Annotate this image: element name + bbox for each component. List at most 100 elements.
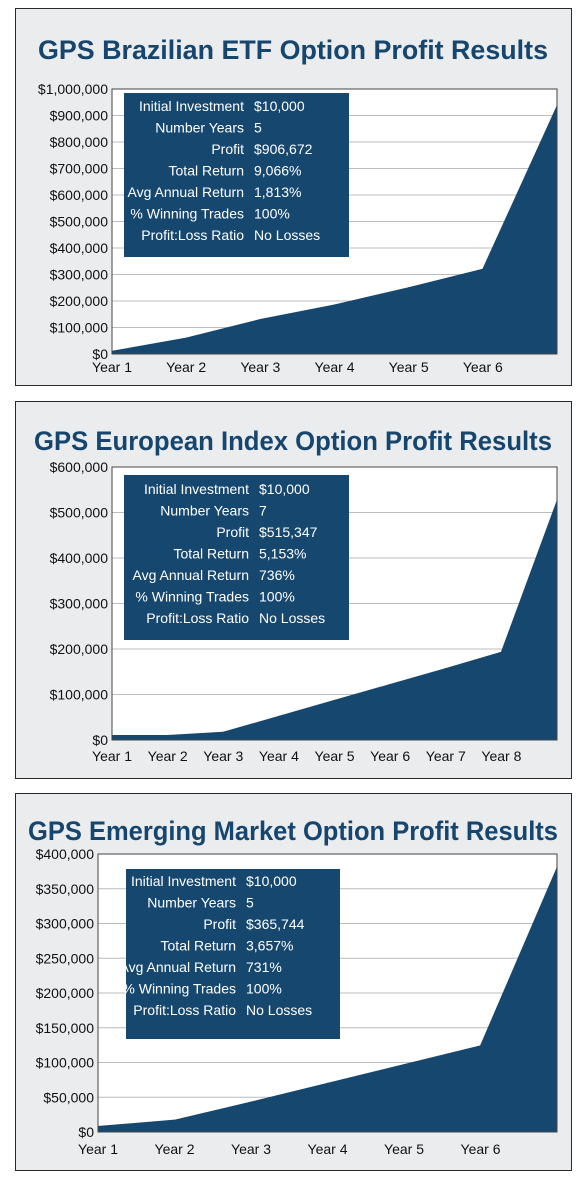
stat-value: 5,153% <box>259 546 306 562</box>
data-point <box>408 287 410 289</box>
x-tick-label: Year 5 <box>384 1141 424 1157</box>
stat-value: No Losses <box>259 610 325 626</box>
x-tick-label: Year 2 <box>166 359 206 375</box>
y-tick-label: $100,000 <box>50 320 109 336</box>
chart-european-index: GPS European Index Option Profit Results… <box>34 426 558 764</box>
x-tick-label: Year 8 <box>481 748 521 764</box>
stat-value: No Losses <box>254 227 320 243</box>
y-tick-label: $150,000 <box>36 1020 95 1036</box>
stat-label: Number Years <box>155 120 244 136</box>
chart-title: GPS Brazilian ETF Option Profit Results <box>38 35 548 65</box>
chart-panel-european-index: GPS European Index Option Profit Results… <box>15 401 572 779</box>
y-tick-label: $100,000 <box>50 687 109 703</box>
data-point <box>403 1063 405 1066</box>
y-tick-label: $50,000 <box>43 1089 94 1105</box>
y-tick-label: $250,000 <box>36 950 95 966</box>
stat-label: % Winning Trades <box>130 206 244 222</box>
stats-box <box>126 869 340 1039</box>
x-tick-label: Year 6 <box>461 1141 501 1157</box>
stat-label: Initial Investment <box>131 873 236 889</box>
stat-label: Profit:Loss Ratio <box>146 610 249 626</box>
y-tick-label: $600,000 <box>50 459 109 475</box>
x-tick-label: Year 4 <box>308 1141 348 1157</box>
stat-label: Number Years <box>160 503 249 519</box>
x-tick-label: Year 1 <box>78 1141 118 1157</box>
x-tick-label: Year 4 <box>315 359 355 375</box>
stat-value: $515,347 <box>259 524 318 540</box>
stat-label: Total Return <box>169 163 244 179</box>
x-tick-label: Year 1 <box>92 359 132 375</box>
data-point <box>326 1082 329 1084</box>
stat-label: Profit <box>216 524 249 540</box>
y-tick-label: $350,000 <box>36 881 95 897</box>
x-tick-label: Year 1 <box>92 748 132 764</box>
stat-value: 736% <box>259 567 295 583</box>
stat-value: 1,813% <box>254 184 301 200</box>
stat-value: $906,672 <box>254 141 313 157</box>
stat-value: 5 <box>254 120 262 136</box>
y-tick-label: $600,000 <box>50 187 109 203</box>
stats-box <box>124 475 349 640</box>
stat-label: Avg Annual Return <box>120 959 237 975</box>
stat-value: $10,000 <box>259 481 310 497</box>
y-tick-label: $200,000 <box>36 985 95 1001</box>
y-tick-label: $100,000 <box>36 1055 95 1071</box>
data-point <box>222 731 224 733</box>
y-tick-label: $0 <box>92 732 108 748</box>
chart-panel-emerging-market: GPS Emerging Market Option Profit Result… <box>15 793 572 1171</box>
stat-label: Initial Investment <box>144 481 249 497</box>
stat-label: Number Years <box>147 895 236 911</box>
data-point <box>389 683 391 686</box>
x-tick-label: Year 2 <box>148 748 188 764</box>
x-tick-label: Year 7 <box>426 748 466 764</box>
stat-value: $10,000 <box>246 873 297 889</box>
y-tick-label: $0 <box>92 346 108 362</box>
x-tick-label: Year 5 <box>315 748 355 764</box>
stat-label: Initial Investment <box>139 98 244 114</box>
stat-label: Total Return <box>174 546 249 562</box>
stat-label: Profit:Loss Ratio <box>141 227 244 243</box>
x-tick-label: Year 5 <box>389 359 429 375</box>
y-tick-label: $700,000 <box>50 161 109 177</box>
data-point <box>333 699 336 702</box>
plot-frame <box>97 853 558 1133</box>
stats-box <box>124 93 349 257</box>
y-tick-label: $400,000 <box>36 846 95 862</box>
x-tick-label: Year 6 <box>370 748 410 764</box>
data-point <box>482 268 484 270</box>
stat-value: $365,744 <box>246 916 305 932</box>
chart-panel-brazilian-etf: GPS Brazilian ETF Option Profit Results … <box>15 8 572 386</box>
y-tick-label: $500,000 <box>50 214 109 230</box>
y-tick-label: $200,000 <box>50 293 109 309</box>
stat-value: 3,657% <box>246 938 293 954</box>
data-point <box>278 715 280 717</box>
chart-title: GPS European Index Option Profit Results <box>34 426 552 456</box>
data-point <box>259 318 261 321</box>
stat-label: % Winning Trades <box>135 589 249 605</box>
data-point <box>479 1045 482 1047</box>
stat-value: No Losses <box>246 1002 312 1018</box>
stat-value: 7 <box>259 503 267 519</box>
chart-emerging-market: GPS Emerging Market Option Profit Result… <box>28 816 558 1157</box>
chart-title: GPS Emerging Market Option Profit Result… <box>28 816 558 846</box>
stat-value: 100% <box>246 981 282 997</box>
y-tick-label: $400,000 <box>50 240 109 256</box>
plot-frame <box>111 88 558 355</box>
y-tick-label: $300,000 <box>50 596 109 612</box>
stat-label: Profit <box>203 916 236 932</box>
stat-value: 100% <box>259 589 295 605</box>
plot-frame <box>111 466 558 741</box>
stat-label: Profit <box>211 141 244 157</box>
y-tick-label: $900,000 <box>50 108 109 124</box>
x-tick-label: Year 4 <box>259 748 299 764</box>
data-point <box>500 651 502 653</box>
data-point <box>185 337 187 339</box>
x-tick-label: Year 3 <box>203 748 243 764</box>
stat-label: % Winning Trades <box>122 981 236 997</box>
x-tick-label: Year 3 <box>231 1141 271 1157</box>
stat-value: 5 <box>246 895 254 911</box>
stat-label: Avg Annual Return <box>133 567 250 583</box>
data-point <box>445 667 447 670</box>
data-point <box>333 304 336 306</box>
y-tick-label: $800,000 <box>50 134 109 150</box>
